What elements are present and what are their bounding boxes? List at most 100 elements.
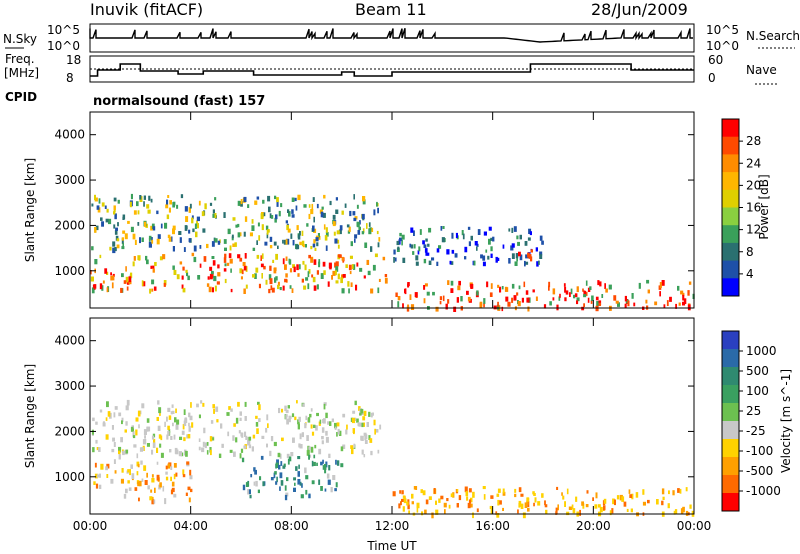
echo-cell xyxy=(175,408,177,414)
echo-cell xyxy=(377,242,380,248)
echo-cell xyxy=(118,450,121,455)
echo-cell xyxy=(354,238,356,243)
echo-cell xyxy=(404,288,407,295)
echo-cell xyxy=(120,437,123,443)
echo-cell xyxy=(624,295,627,302)
echo-cell xyxy=(397,296,401,301)
echo-cell xyxy=(517,509,519,514)
echo-cell xyxy=(166,199,169,205)
echo-cell xyxy=(556,304,559,311)
echo-cell xyxy=(468,499,472,504)
echo-cell xyxy=(213,408,215,414)
echo-cell xyxy=(497,301,499,307)
echo-cell xyxy=(370,450,373,456)
velocity-xtick-label: 20:00 xyxy=(576,519,611,533)
echo-cell xyxy=(425,250,428,256)
echo-cell xyxy=(200,400,203,404)
echo-cell xyxy=(539,254,543,259)
freq-right-tick-top: 60 xyxy=(708,53,723,67)
echo-cell xyxy=(125,421,128,426)
echo-cell xyxy=(111,425,114,430)
echo-cell xyxy=(313,259,317,265)
echo-cell xyxy=(122,230,126,234)
echo-cell xyxy=(118,446,122,453)
echo-cell xyxy=(311,274,314,278)
echo-cell xyxy=(423,298,426,304)
echo-cell xyxy=(363,410,367,416)
echo-cell xyxy=(260,263,264,268)
echo-cell xyxy=(362,422,365,427)
velocity-echo-marks xyxy=(91,399,695,519)
echo-cell xyxy=(444,509,446,514)
echo-cell xyxy=(464,256,467,260)
echo-cell xyxy=(583,294,587,298)
echo-cell xyxy=(151,478,155,483)
echo-cell xyxy=(264,241,268,246)
echo-cell xyxy=(490,283,493,289)
echo-cell xyxy=(428,227,432,233)
power-colorbar-swatch xyxy=(722,207,739,226)
echo-cell xyxy=(419,229,422,235)
echo-cell xyxy=(376,201,378,207)
echo-cell xyxy=(137,481,140,487)
echo-cell xyxy=(244,253,247,259)
echo-cell xyxy=(117,222,119,227)
velocity-xtick-label: 00:00 xyxy=(73,519,108,533)
echo-cell xyxy=(105,218,109,223)
echo-cell xyxy=(239,411,242,416)
echo-cell xyxy=(516,235,519,240)
echo-cell xyxy=(99,283,103,290)
echo-cell xyxy=(358,226,361,231)
echo-cell xyxy=(499,286,502,293)
echo-cell xyxy=(311,460,314,467)
echo-cell xyxy=(411,501,414,505)
echo-cell xyxy=(156,417,159,421)
echo-cell xyxy=(240,276,243,280)
echo-cell xyxy=(258,404,261,411)
echo-cell xyxy=(270,215,274,219)
echo-cell xyxy=(316,284,319,290)
echo-cell xyxy=(185,269,188,273)
power-ylabel: Slant Range [km] xyxy=(23,158,37,262)
echo-cell xyxy=(335,261,339,267)
echo-cell xyxy=(319,209,323,214)
echo-cell xyxy=(127,220,130,224)
echo-cell xyxy=(313,461,316,466)
echo-cell xyxy=(457,285,461,291)
echo-cell xyxy=(683,298,687,304)
echo-cell xyxy=(483,494,486,500)
echo-cell xyxy=(146,259,149,265)
echo-cell xyxy=(401,234,405,240)
echo-cell xyxy=(196,216,200,222)
echo-cell xyxy=(286,477,289,482)
echo-cell xyxy=(123,280,127,284)
echo-cell xyxy=(228,406,231,410)
echo-cell xyxy=(170,489,174,495)
echo-cell xyxy=(462,233,465,240)
echo-cell xyxy=(532,491,535,495)
echo-cell xyxy=(323,224,326,230)
echo-cell xyxy=(270,436,274,442)
echo-cell xyxy=(192,228,195,233)
echo-cell xyxy=(329,263,332,270)
echo-cell xyxy=(335,482,338,488)
echo-cell xyxy=(125,276,129,283)
echo-cell xyxy=(265,279,268,285)
echo-cell xyxy=(162,254,166,260)
echo-cell xyxy=(316,270,319,275)
echo-cell xyxy=(163,280,167,286)
echo-cell xyxy=(502,244,505,249)
echo-cell xyxy=(196,403,199,408)
velocity-colorbar-swatch xyxy=(722,385,739,404)
echo-cell xyxy=(226,262,230,266)
echo-cell xyxy=(121,237,124,241)
echo-cell xyxy=(214,285,217,292)
echo-cell xyxy=(302,260,305,265)
velocity-xlabel: Time UT xyxy=(366,539,417,553)
noise-left-tick-bottom: 10^0 xyxy=(47,39,80,53)
echo-cell xyxy=(511,227,514,233)
echo-cell xyxy=(223,212,226,218)
echo-cell xyxy=(211,437,215,441)
echo-cell xyxy=(435,500,437,505)
echo-cell xyxy=(318,261,321,268)
